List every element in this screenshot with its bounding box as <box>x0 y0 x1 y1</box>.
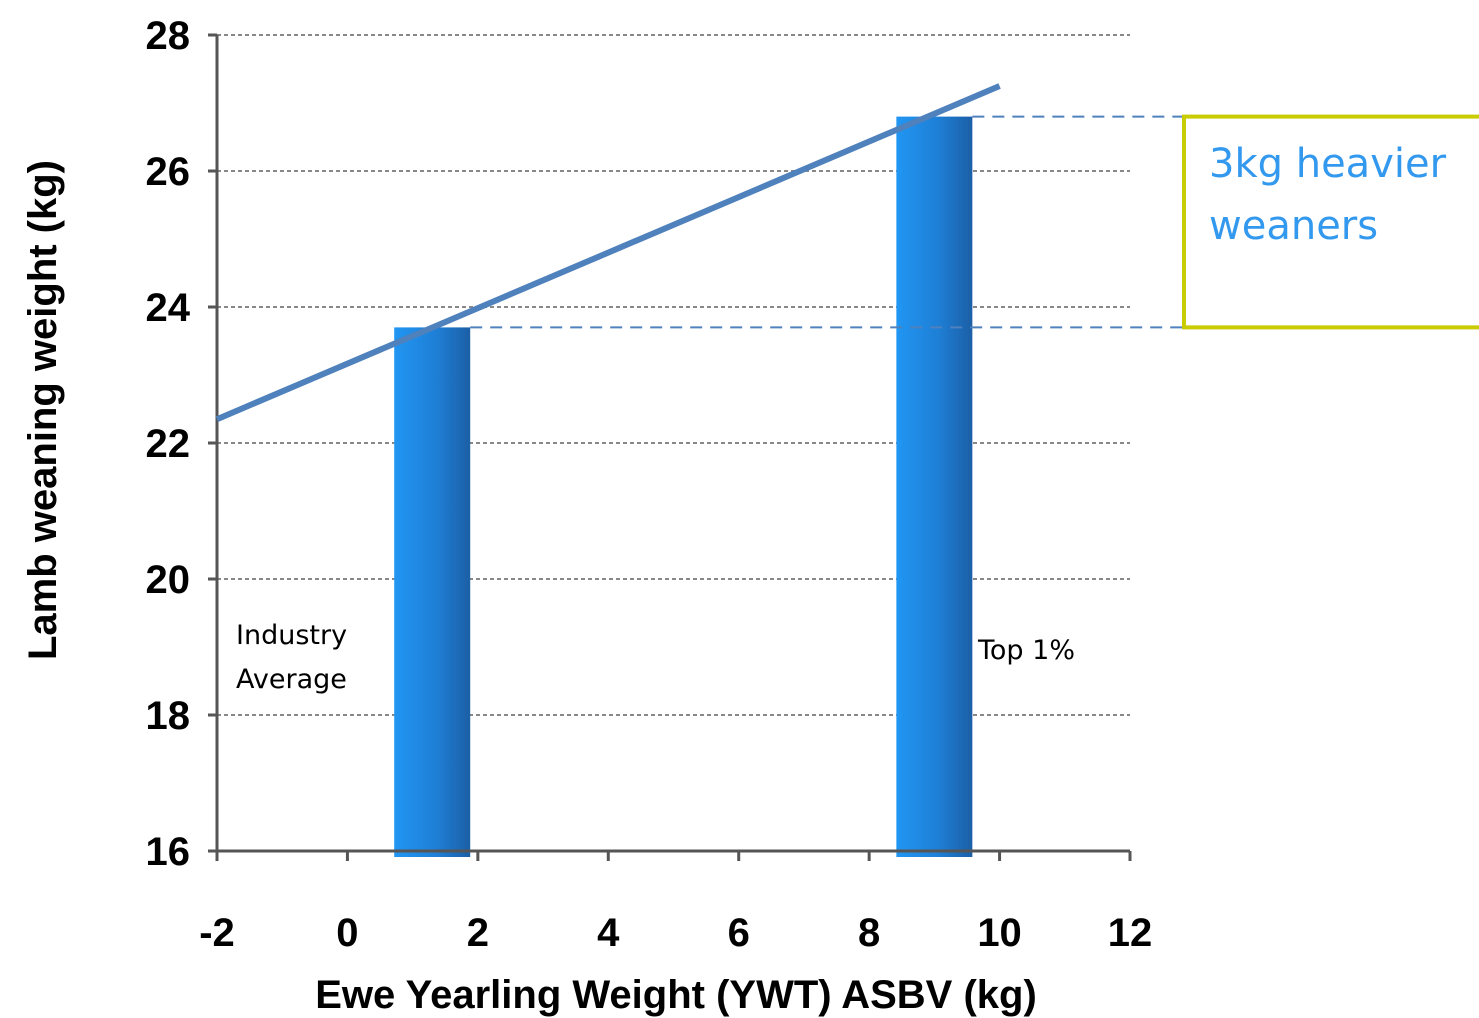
x-tick-label--2: -2 <box>199 911 235 955</box>
y-tick-label-20: 20 <box>146 558 191 602</box>
x-tick-label-10: 10 <box>977 911 1022 955</box>
callout-box <box>1182 114 1479 330</box>
x-tick-label-6: 6 <box>728 911 750 955</box>
bar-label-industry-average-1: Average <box>236 664 347 695</box>
callout-text-line-0: 3kg heavier <box>1209 141 1447 187</box>
y-tick-label-26: 26 <box>146 150 191 194</box>
y-axis-title: Lamb weaning weight (kg) <box>21 160 65 660</box>
axes <box>208 33 1132 861</box>
x-tick-label-8: 8 <box>858 911 880 955</box>
x-tick-label-12: 12 <box>1108 911 1153 955</box>
bar-label-top-1pct-0: Top 1% <box>977 635 1075 666</box>
x-tick-label-4: 4 <box>597 911 620 955</box>
y-tick-label-28: 28 <box>146 14 191 58</box>
grid-lines <box>217 34 1130 716</box>
y-tick-label-22: 22 <box>146 422 191 466</box>
bars <box>394 116 973 858</box>
x-tick-label-2: 2 <box>467 911 489 955</box>
y-tick-label-24: 24 <box>146 286 191 330</box>
y-tick-label-16: 16 <box>146 830 191 874</box>
y-tick-label-18: 18 <box>146 694 191 738</box>
trend-line-group <box>215 83 1001 422</box>
trend-line <box>215 83 1001 422</box>
x-axis-title: Ewe Yearling Weight (YWT) ASBV (kg) <box>315 973 1037 1017</box>
annotation: 3kg heavier weaners <box>470 114 1479 330</box>
bar-1 <box>896 116 973 858</box>
bar-label-industry-average-0: Industry <box>236 620 347 651</box>
callout-text-line-1: weaners <box>1209 203 1378 249</box>
x-tick-label-0: 0 <box>336 911 358 955</box>
bar-0 <box>394 327 471 857</box>
